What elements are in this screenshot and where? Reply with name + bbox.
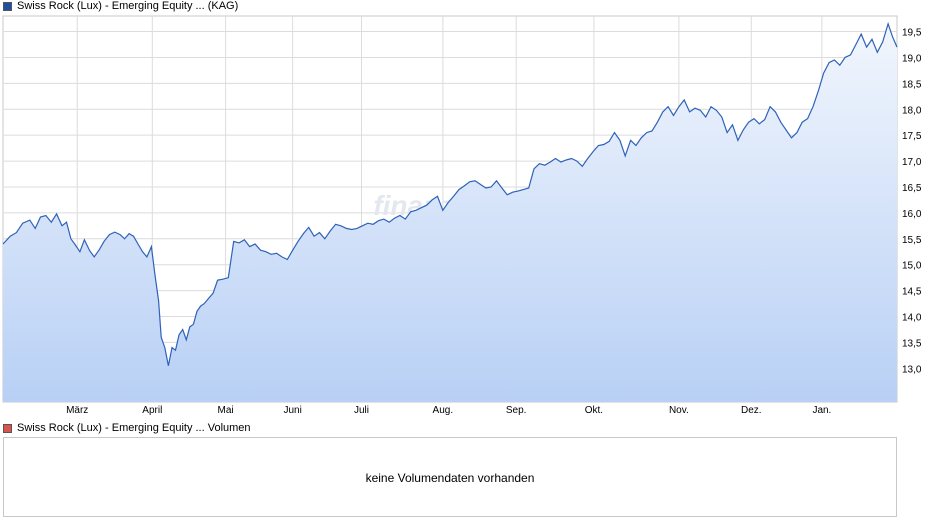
x-tick-label: Mai	[218, 405, 234, 416]
x-tick-label: Dez.	[741, 405, 762, 416]
x-tick-label: Juli	[354, 405, 369, 416]
y-tick-label: 15,5	[902, 235, 922, 246]
price-legend-label: Swiss Rock (Lux) - Emerging Equity ... (…	[17, 0, 239, 12]
y-tick-label: 18,0	[902, 105, 922, 116]
x-tick-label: Sep.	[506, 405, 527, 416]
x-tick-label: Juni	[283, 405, 301, 416]
x-tick-label: März	[66, 405, 88, 416]
y-tick-label: 17,0	[902, 157, 922, 168]
x-axis-labels: März April Mai Juni Juli Aug. Sep. Okt. Nov. Dez.…	[66, 405, 831, 416]
x-tick-label: April	[142, 405, 162, 416]
y-tick-label: 15,0	[902, 261, 922, 272]
x-tick-label: Nov.	[669, 405, 689, 416]
y-tick-label: 14,0	[902, 313, 922, 324]
volume-panel: keine Volumendaten vorhanden	[3, 437, 897, 517]
x-tick-label: Jan.	[812, 405, 831, 416]
y-tick-label: 13,5	[902, 338, 922, 349]
x-tick-label: Okt.	[585, 405, 603, 416]
price-line	[2, 21, 898, 366]
volume-legend-label: Swiss Rock (Lux) - Emerging Equity ... V…	[17, 422, 251, 434]
volume-legend: Swiss Rock (Lux) - Emerging Equity ... V…	[3, 422, 251, 434]
y-tick-label: 16,0	[902, 209, 922, 220]
x-tick-label: Aug.	[433, 405, 454, 416]
y-tick-label: 14,5	[902, 287, 922, 298]
y-tick-label: 18,5	[902, 79, 922, 90]
y-axis-labels: 13,0 13,5 14,0 14,5 15,0 15,5 16,0 16,5 17,0 17,5…	[902, 28, 922, 376]
no-volume-message: keine Volumendaten vorhanden	[365, 471, 535, 485]
y-tick-label: 19,5	[902, 28, 922, 39]
y-tick-label: 16,5	[902, 183, 922, 194]
price-area	[3, 23, 897, 403]
volume-legend-swatch	[3, 423, 12, 433]
y-tick-label: 13,0	[902, 364, 922, 375]
price-legend: Swiss Rock (Lux) - Emerging Equity ... (…	[3, 0, 238, 12]
price-chart: finanzen.net 13,013,514,014,515,015,516,…	[2, 15, 922, 416]
y-tick-label: 17,5	[902, 131, 922, 142]
price-legend-swatch	[3, 1, 12, 11]
y-tick-label: 19,0	[902, 53, 922, 64]
